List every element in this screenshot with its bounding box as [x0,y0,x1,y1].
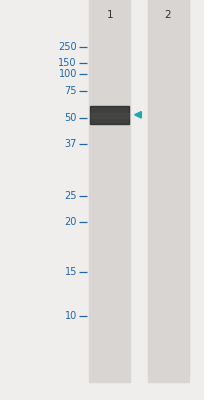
Text: 15: 15 [64,267,76,277]
Bar [89,106,129,124]
Text: 150: 150 [58,58,76,68]
Text: 100: 100 [58,69,76,79]
Text: 2: 2 [163,10,170,20]
Text: 50: 50 [64,113,76,123]
Text: 1: 1 [106,10,112,20]
Bar [89,113,129,118]
Text: 75: 75 [64,86,76,96]
Bar [147,0,188,382]
Text: 25: 25 [64,191,76,201]
Text: 37: 37 [64,139,76,149]
Text: 10: 10 [64,311,76,321]
Bar [89,0,130,382]
Text: 250: 250 [58,42,76,52]
Text: 20: 20 [64,217,76,227]
